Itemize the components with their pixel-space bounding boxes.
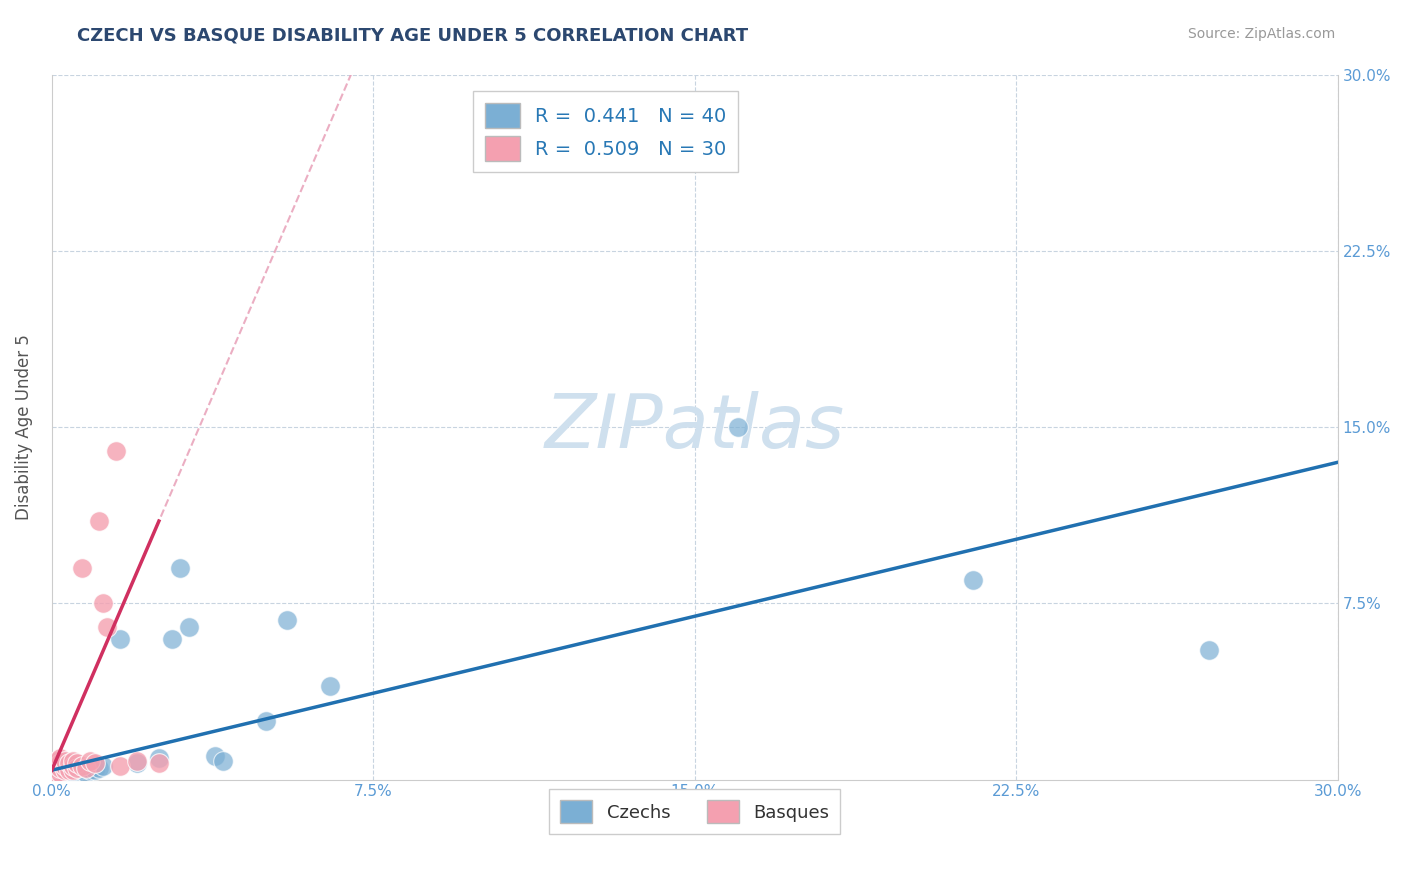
Text: ZIPatlas: ZIPatlas: [544, 391, 845, 463]
Point: [148, 756, 170, 771]
Point: [45, 763, 67, 777]
Point: [110, 632, 132, 646]
Point: [45, 761, 67, 775]
Point: [319, 679, 342, 693]
Point: [53, 763, 76, 777]
Point: [177, 620, 200, 634]
Point: [75, 761, 97, 775]
Point: [53, 765, 76, 780]
Point: [276, 613, 298, 627]
Text: Source: ZipAtlas.com: Source: ZipAtlas.com: [1188, 27, 1336, 41]
Point: [83, 756, 105, 771]
Point: [70, 761, 93, 775]
Point: [148, 751, 170, 765]
Y-axis label: Disability Age Under 5: Disability Age Under 5: [15, 334, 32, 520]
Point: [45, 765, 67, 780]
Point: [105, 443, 128, 458]
Point: [66, 756, 89, 771]
Point: [70, 758, 93, 772]
Point: [254, 714, 277, 728]
Point: [58, 763, 80, 777]
Point: [53, 758, 76, 772]
Point: [66, 761, 89, 775]
Point: [1198, 643, 1220, 657]
Point: [58, 765, 80, 780]
Point: [49, 761, 72, 775]
Point: [45, 756, 67, 771]
Point: [49, 763, 72, 777]
Point: [62, 754, 84, 768]
Point: [79, 763, 101, 777]
Point: [204, 749, 226, 764]
Point: [83, 763, 105, 777]
Point: [53, 761, 76, 775]
Point: [727, 420, 749, 434]
Point: [91, 758, 114, 772]
Point: [75, 765, 97, 780]
Point: [212, 754, 235, 768]
Point: [62, 765, 84, 780]
Point: [169, 561, 191, 575]
Point: [962, 573, 984, 587]
Point: [66, 761, 89, 775]
Point: [70, 561, 93, 575]
Point: [96, 620, 118, 634]
Point: [127, 754, 149, 768]
Point: [79, 754, 101, 768]
Point: [62, 761, 84, 775]
Point: [49, 756, 72, 771]
Point: [87, 514, 110, 528]
Point: [110, 758, 132, 772]
Point: [91, 596, 114, 610]
Point: [45, 754, 67, 768]
Point: [53, 754, 76, 768]
Point: [49, 765, 72, 780]
Point: [45, 765, 67, 780]
Point: [160, 632, 183, 646]
Point: [127, 756, 149, 771]
Point: [62, 758, 84, 772]
Point: [45, 758, 67, 772]
Point: [53, 756, 76, 771]
Point: [58, 761, 80, 775]
Point: [53, 768, 76, 782]
Point: [49, 765, 72, 780]
Point: [58, 756, 80, 771]
Point: [45, 761, 67, 775]
Point: [49, 751, 72, 765]
Point: [62, 763, 84, 777]
Text: CZECH VS BASQUE DISABILITY AGE UNDER 5 CORRELATION CHART: CZECH VS BASQUE DISABILITY AGE UNDER 5 C…: [77, 27, 748, 45]
Point: [49, 768, 72, 782]
Point: [45, 758, 67, 772]
Point: [87, 761, 110, 775]
Legend: Czechs, Basques: Czechs, Basques: [550, 789, 841, 834]
Point: [49, 758, 72, 772]
Point: [62, 768, 84, 782]
Point: [66, 763, 89, 777]
